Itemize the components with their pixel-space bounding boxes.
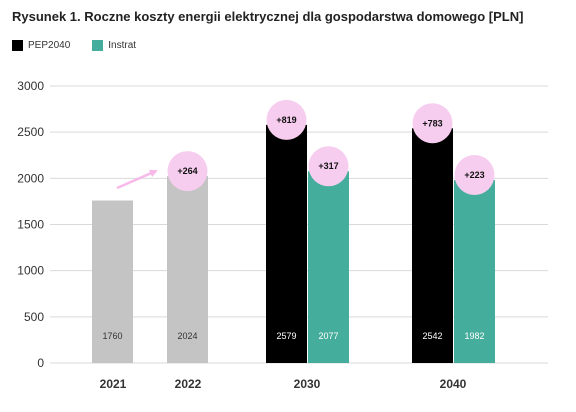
delta-badge bbox=[308, 146, 349, 187]
y-tick-label: 1000 bbox=[17, 264, 44, 278]
delta-badge-label: +317 bbox=[318, 161, 338, 171]
y-tick-label: 0 bbox=[37, 356, 44, 370]
bar bbox=[454, 179, 495, 363]
delta-badge-label: +819 bbox=[276, 115, 296, 125]
chart-title: Rysunek 1. Roczne koszty energii elektry… bbox=[12, 9, 524, 24]
y-tick-label: 2500 bbox=[17, 125, 44, 139]
bar-value-label: 2024 bbox=[177, 331, 197, 341]
x-category-label: 2022 bbox=[175, 377, 202, 391]
delta-badge bbox=[412, 103, 453, 144]
legend-item-pep2040: PEP2040 bbox=[12, 40, 70, 51]
y-tick-label: 3000 bbox=[17, 79, 44, 93]
x-category-label: 2030 bbox=[294, 377, 321, 391]
bar bbox=[92, 200, 133, 363]
trend-arrow bbox=[116, 169, 158, 190]
delta-badge bbox=[454, 154, 495, 195]
y-tick-label: 500 bbox=[24, 310, 44, 324]
legend-label-instrat: Instrat bbox=[108, 40, 137, 51]
bar bbox=[412, 128, 453, 363]
x-category-label: 2040 bbox=[440, 377, 467, 391]
x-category-label: 2021 bbox=[100, 377, 127, 391]
legend-label-pep2040: PEP2040 bbox=[28, 40, 71, 51]
bar-value-label: 1760 bbox=[102, 331, 122, 341]
delta-badge-label: +264 bbox=[177, 166, 197, 176]
y-tick-label: 1500 bbox=[17, 218, 44, 232]
bar bbox=[167, 176, 208, 363]
y-tick-label: 2000 bbox=[17, 171, 44, 185]
bar bbox=[308, 171, 349, 363]
legend-item-instrat: Instrat bbox=[92, 40, 136, 51]
bar-value-label: 2542 bbox=[422, 331, 442, 341]
delta-badge bbox=[167, 151, 208, 192]
bar-value-label: 2579 bbox=[276, 331, 296, 341]
bar bbox=[266, 124, 307, 363]
legend-swatch-instrat bbox=[92, 40, 104, 51]
delta-badge-label: +783 bbox=[422, 118, 442, 128]
legend-swatch-pep2040 bbox=[12, 40, 23, 51]
delta-badge-label: +223 bbox=[464, 170, 484, 180]
bar-value-label: 1982 bbox=[464, 331, 484, 341]
bar-value-label: 2077 bbox=[318, 331, 338, 341]
delta-badge bbox=[266, 99, 307, 140]
legend: PEP2040 Instrat bbox=[12, 40, 158, 51]
